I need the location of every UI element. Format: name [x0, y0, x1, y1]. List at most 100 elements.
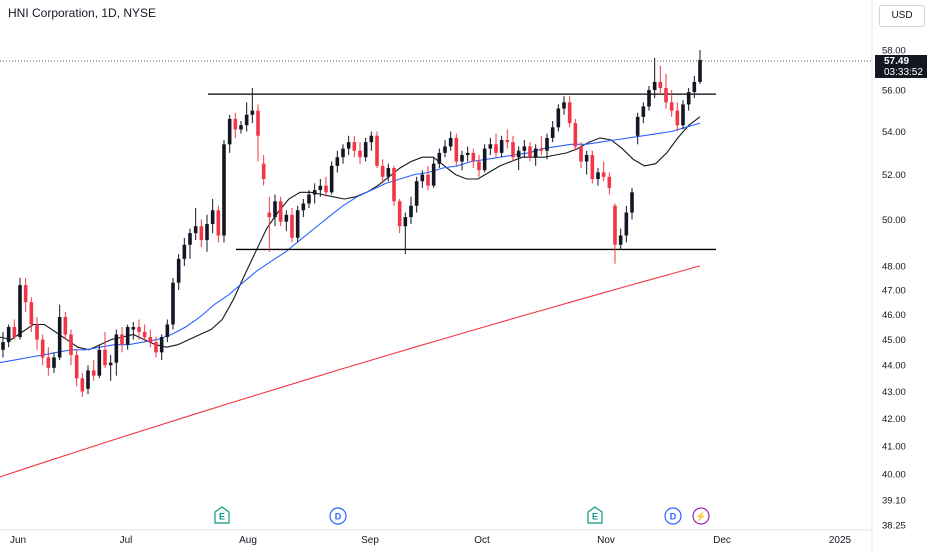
candle: [652, 57, 657, 99]
candle-body: [69, 334, 73, 355]
earnings-event-marker[interactable]: E: [214, 506, 230, 524]
candle-body: [499, 140, 504, 153]
price-tick-label: 43.00: [882, 387, 906, 398]
price-tick-label: 50.00: [882, 215, 906, 226]
moving-average-line: [0, 122, 701, 364]
candle-body: [284, 214, 289, 222]
candle: [528, 142, 532, 162]
candle-body: [363, 142, 368, 158]
candle: [511, 135, 515, 162]
candle: [505, 129, 510, 149]
event-label: ⚡: [695, 511, 706, 523]
candle-body: [556, 108, 561, 128]
candle-body: [108, 362, 113, 366]
candle-body: [199, 226, 204, 241]
candle: [499, 135, 504, 158]
candle: [545, 133, 549, 160]
candle-body: [380, 165, 385, 177]
candle-body: [596, 172, 600, 180]
candle-body: [250, 110, 255, 115]
candle: [63, 312, 68, 340]
candle-body: [630, 192, 634, 213]
candle-body: [222, 144, 226, 236]
split-icon: [692, 507, 710, 525]
event-label: E: [592, 512, 598, 522]
candle: [448, 131, 453, 151]
candle: [261, 155, 266, 186]
candle: [290, 208, 294, 243]
candle: [222, 140, 226, 243]
candle: [216, 205, 221, 243]
earnings-event-marker[interactable]: E: [587, 506, 603, 524]
price-tick-label: 45.00: [882, 335, 906, 346]
candle: [324, 176, 328, 197]
candle-body: [210, 210, 215, 224]
candle-body: [91, 370, 96, 376]
candle: [86, 365, 90, 395]
time-tick-label: 2025: [829, 535, 852, 546]
candle: [454, 133, 459, 166]
candle: [630, 187, 634, 220]
candle-body: [590, 155, 595, 180]
candle: [46, 347, 51, 376]
dividend-event-marker[interactable]: D: [329, 507, 347, 525]
price-tick-label: 52.00: [882, 170, 906, 181]
candle-body: [239, 125, 243, 130]
candle: [52, 352, 56, 374]
dividend-event-marker[interactable]: D: [664, 507, 682, 525]
candle-body: [103, 349, 107, 366]
candle-body: [256, 110, 260, 136]
candle: [69, 329, 73, 366]
candle: [664, 73, 668, 109]
candle-body: [567, 102, 572, 124]
earnings-icon: [587, 506, 603, 524]
candle: [590, 150, 595, 184]
candle-body: [142, 332, 147, 338]
last-price-badge: 57.49 03:33:52: [875, 55, 927, 78]
candle-body: [273, 201, 277, 218]
price-tick-label: 47.00: [882, 285, 906, 296]
currency-button[interactable]: USD: [879, 5, 925, 27]
candle: [227, 114, 232, 153]
candle: [250, 88, 255, 124]
candle-body: [267, 212, 272, 218]
candle-body: [539, 148, 544, 151]
candle-body: [324, 185, 328, 193]
moving-averages: [0, 116, 701, 478]
candle-body: [216, 210, 221, 236]
time-tick-label: Jul: [120, 535, 133, 546]
price-tick-label: 56.00: [882, 86, 906, 97]
candle-body: [278, 201, 283, 222]
bar-countdown: 03:33:52: [884, 67, 923, 78]
candle-body: [443, 146, 447, 153]
candle: [601, 161, 606, 182]
candle-body: [414, 181, 419, 206]
candle: [647, 85, 651, 111]
split-event-marker[interactable]: ⚡: [692, 507, 710, 525]
candle-body: [125, 326, 130, 345]
candle: [29, 297, 34, 333]
candle: [278, 196, 283, 227]
price-tick-label: 46.00: [882, 310, 906, 321]
price-tick-label: 42.00: [882, 414, 906, 425]
candle: [409, 196, 413, 224]
candle-body: [454, 137, 459, 162]
candle-body: [641, 106, 646, 117]
event-markers: E D E D ⚡: [214, 506, 710, 525]
candle: [131, 321, 136, 340]
candle: [392, 165, 396, 206]
candle: [148, 329, 153, 348]
candle-body: [205, 223, 209, 241]
candle: [686, 88, 691, 111]
moving-average-line: [0, 116, 701, 351]
candle: [352, 135, 357, 158]
candle-body: [312, 190, 317, 195]
candle-body: [131, 326, 136, 330]
candle: [567, 96, 572, 128]
candle-body: [86, 370, 90, 389]
candle-body: [80, 378, 85, 392]
candle-body: [295, 210, 300, 238]
time-tick-label: Sep: [361, 535, 379, 546]
candle: [154, 337, 158, 358]
